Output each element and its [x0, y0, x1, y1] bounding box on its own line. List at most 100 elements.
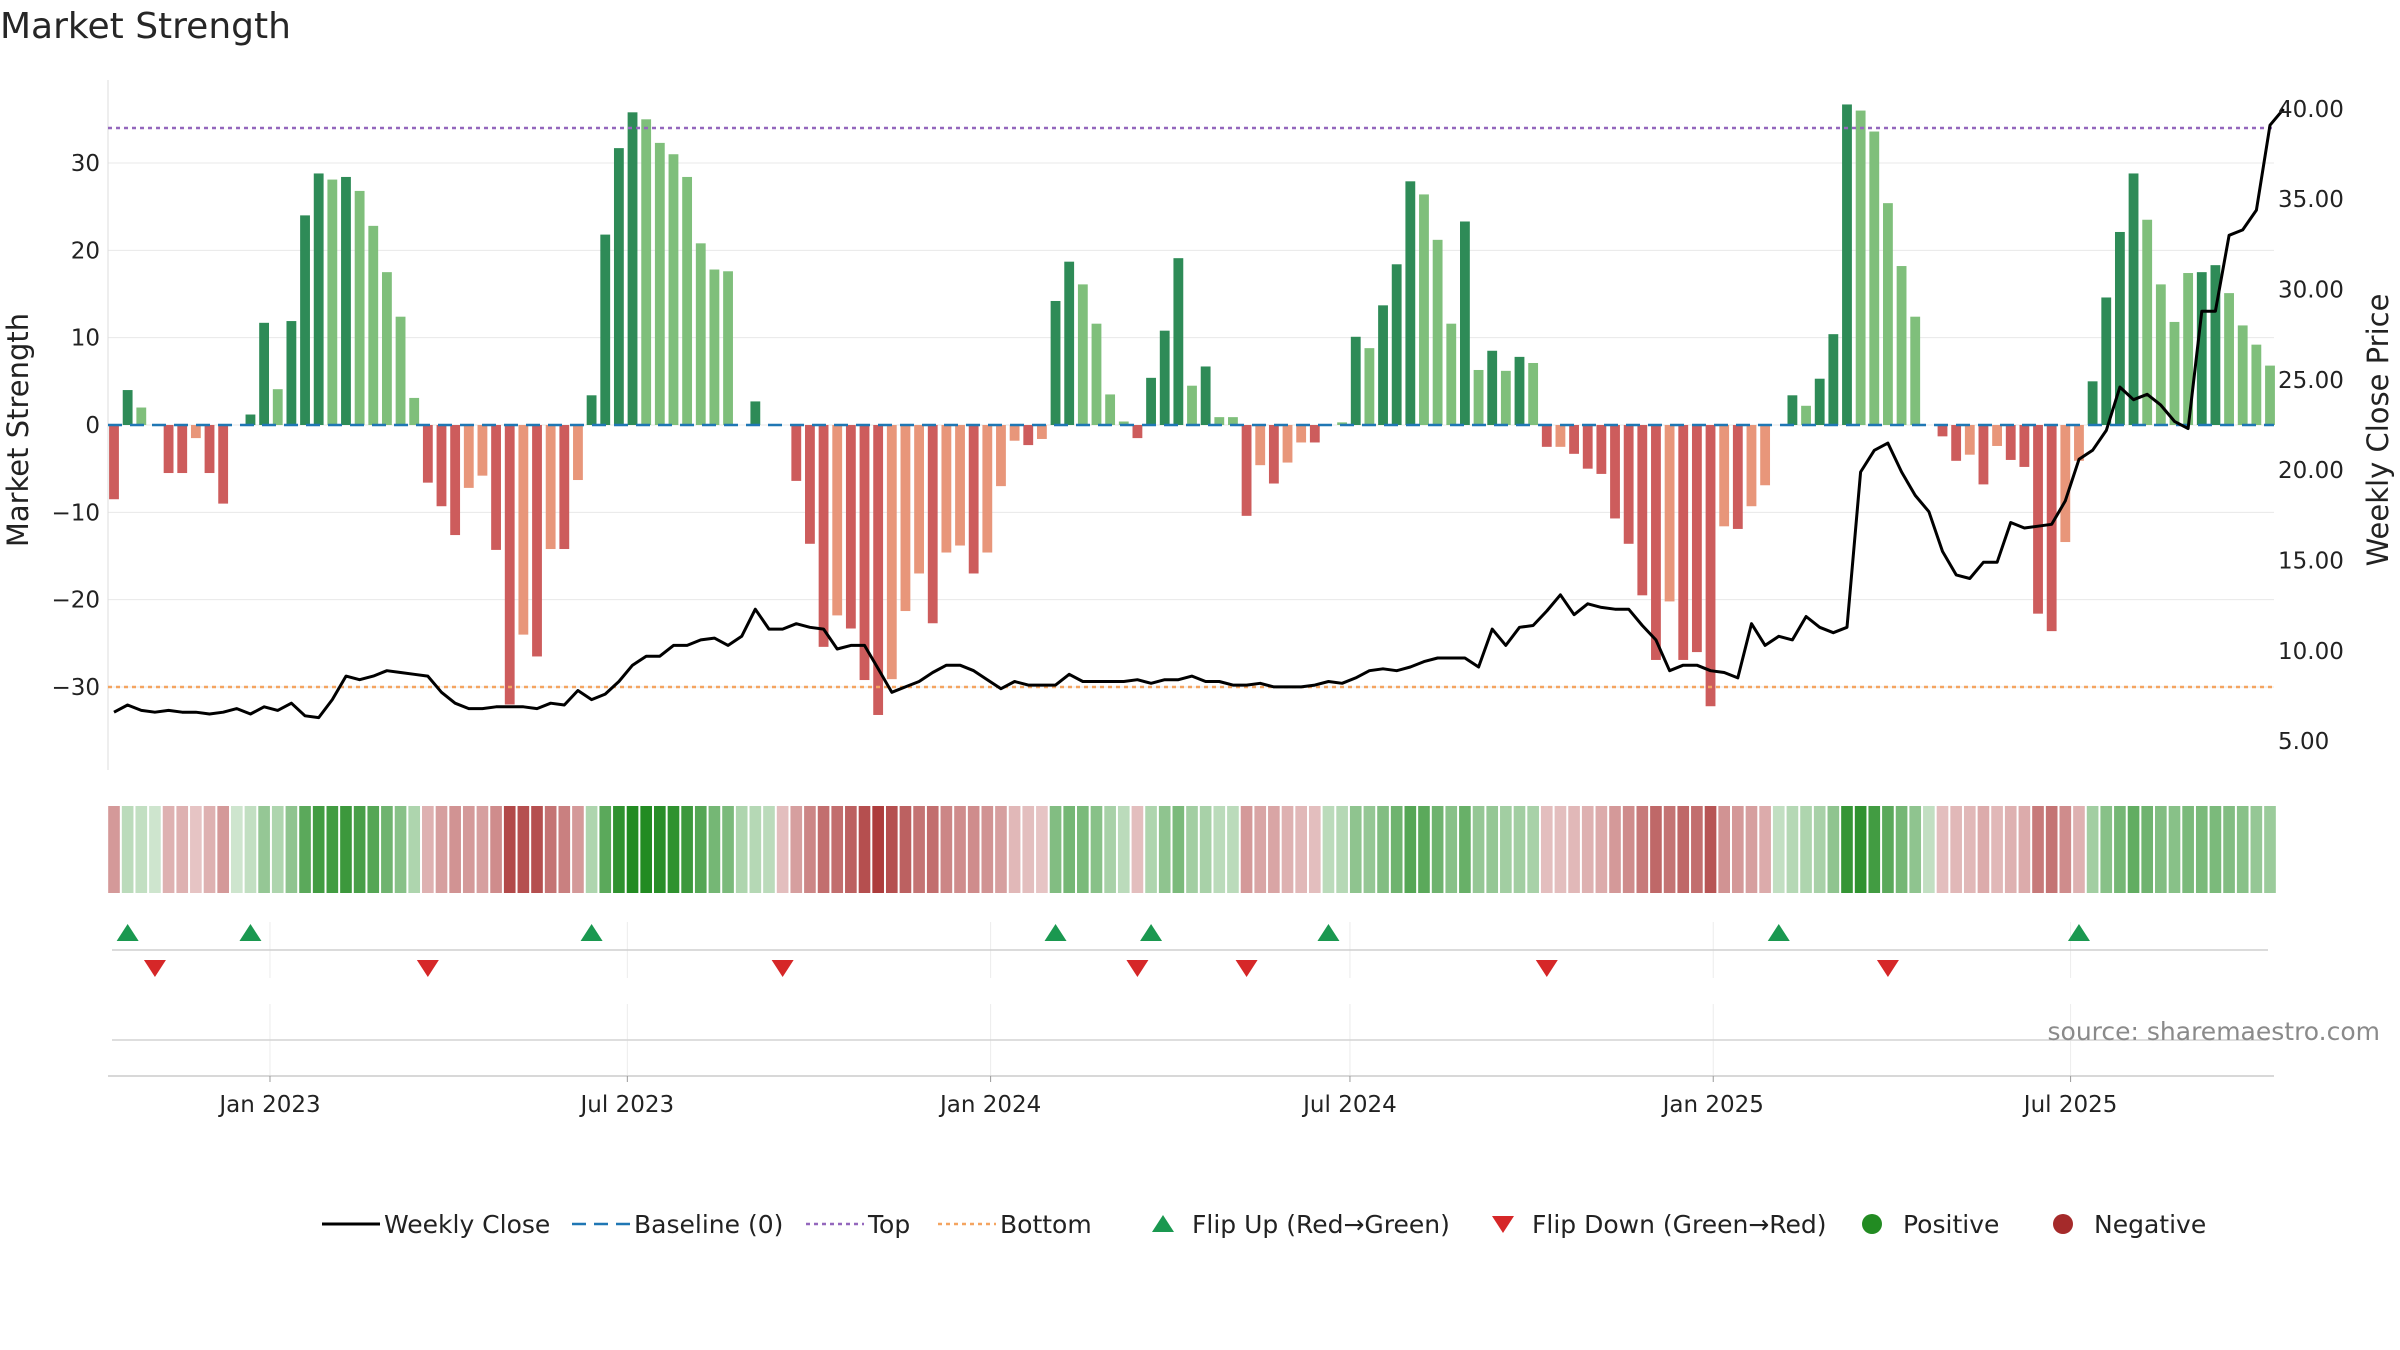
strength-bar-121: [1760, 425, 1771, 486]
strength-bar-10: [245, 414, 256, 425]
heat-cell-109: [1595, 806, 1608, 893]
heat-cell-2: [135, 806, 148, 893]
heat-cell-82: [1227, 806, 1239, 893]
strength-bar-25: [450, 425, 461, 536]
heat-cell-158: [2264, 806, 2276, 893]
heat-cell-40: [654, 806, 666, 893]
y2-tick-label-6: 35.00: [2278, 187, 2344, 213]
heat-cell-56: [872, 806, 884, 893]
heat-cell-10: [244, 806, 257, 893]
heat-cell-124: [1800, 806, 1812, 893]
strength-bar-29: [504, 425, 515, 705]
heat-cell-60: [926, 806, 939, 893]
legend-swatch-5: [1492, 1216, 1514, 1233]
strength-bar-100: [1473, 369, 1484, 425]
heat-cell-115: [1677, 806, 1690, 893]
strength-bar-118: [1719, 425, 1730, 527]
strength-bar-87: [1296, 425, 1307, 443]
strength-bar-23: [422, 425, 433, 483]
heat-cell-106: [1554, 806, 1567, 893]
legend-label-6: Positive: [1903, 1210, 1999, 1239]
strength-bar-63: [968, 425, 979, 574]
heat-cell-72: [1090, 806, 1103, 893]
flip-down-marker-4: [1235, 960, 1258, 977]
heat-cell-156: [2236, 806, 2249, 893]
strength-bar-76: [1146, 377, 1156, 425]
flip-down-marker-3: [1126, 960, 1149, 977]
y2-tick-label-3: 20.00: [2278, 458, 2344, 484]
flip-up-marker-6: [1767, 924, 1790, 941]
heat-cell-144: [2073, 806, 2085, 893]
strength-bar-124: [1801, 405, 1811, 425]
strength-bar-7: [204, 425, 215, 474]
strength-bar-17: [341, 176, 351, 425]
heat-cell-39: [640, 806, 652, 893]
heat-cell-51: [804, 806, 816, 893]
strength-bar-39: [641, 119, 652, 425]
heat-cell-140: [2018, 806, 2031, 893]
strength-bar-151: [2169, 321, 2180, 425]
strength-bar-60: [927, 425, 938, 624]
strength-bar-139: [2005, 425, 2016, 460]
heat-cell-95: [1404, 806, 1417, 893]
strength-bar-70: [1064, 261, 1075, 425]
heat-cell-15: [312, 806, 325, 893]
strength-bar-40: [654, 142, 665, 425]
heat-cell-47: [749, 806, 762, 893]
legend-item-1: Baseline (0): [572, 1210, 783, 1239]
strength-bar-95: [1405, 181, 1416, 425]
y2-axis-label: Weekly Close Price: [2361, 294, 2395, 567]
heat-cell-24: [435, 806, 448, 893]
strength-bar-38: [627, 112, 638, 425]
heat-cell-31: [531, 806, 543, 893]
strength-bar-6: [190, 425, 201, 439]
y-tick-label-2: −10: [51, 500, 100, 526]
strength-bar-125: [1814, 378, 1825, 425]
x-tick-label-0: Jan 2023: [217, 1092, 320, 1118]
heat-cell-33: [558, 806, 571, 893]
heat-cell-28: [490, 806, 502, 893]
strength-bar-102: [1500, 370, 1511, 425]
heat-cell-29: [503, 806, 516, 893]
heat-cell-18: [353, 806, 366, 893]
strength-bar-59: [914, 425, 925, 574]
heat-cell-121: [1759, 806, 1771, 893]
strength-bar-35: [586, 395, 597, 425]
strength-bar-62: [955, 425, 965, 546]
flip-up-marker-0: [116, 924, 139, 941]
heat-cell-32: [544, 806, 557, 893]
strength-bar-61: [941, 425, 952, 553]
y2-tick-label-5: 30.00: [2278, 278, 2344, 304]
strength-bar-45: [723, 271, 733, 425]
heat-strip: [108, 806, 2276, 893]
heat-cell-71: [1077, 806, 1089, 893]
strength-bar-27: [477, 425, 488, 476]
heat-cell-50: [790, 806, 803, 893]
strength-bar-64: [982, 425, 993, 553]
strength-bars: [109, 104, 2275, 715]
strength-bar-33: [559, 425, 570, 550]
heat-cell-58: [899, 806, 912, 893]
heat-cell-36: [599, 806, 612, 893]
right-axis: 5.00 10.00 15.00 20.00 25.00 30.00 35.00 40.00: [2278, 97, 2344, 755]
heat-cell-147: [2114, 806, 2126, 893]
strength-bar-21: [395, 316, 406, 425]
heat-cell-49: [776, 806, 789, 893]
heat-cell-94: [1390, 806, 1403, 893]
strength-bar-155: [2224, 293, 2234, 425]
strength-bar-82: [1228, 417, 1238, 425]
heat-cell-23: [422, 806, 434, 893]
heat-cell-107: [1568, 806, 1580, 893]
strength-bar-71: [1077, 284, 1088, 425]
heat-cell-65: [995, 806, 1007, 893]
strength-bar-146: [2101, 297, 2112, 425]
strength-bar-116: [1691, 425, 1702, 653]
flip-down-marker-6: [1876, 960, 1899, 977]
legend-label-1: Baseline (0): [634, 1210, 783, 1239]
strength-bar-18: [354, 190, 365, 425]
strength-bar-127: [1842, 104, 1852, 426]
legend-item-4: Flip Up (Red→Green): [1152, 1210, 1450, 1239]
strength-bar-78: [1173, 258, 1184, 425]
strength-bar-138: [1992, 425, 2003, 446]
heat-cell-76: [1145, 806, 1157, 893]
